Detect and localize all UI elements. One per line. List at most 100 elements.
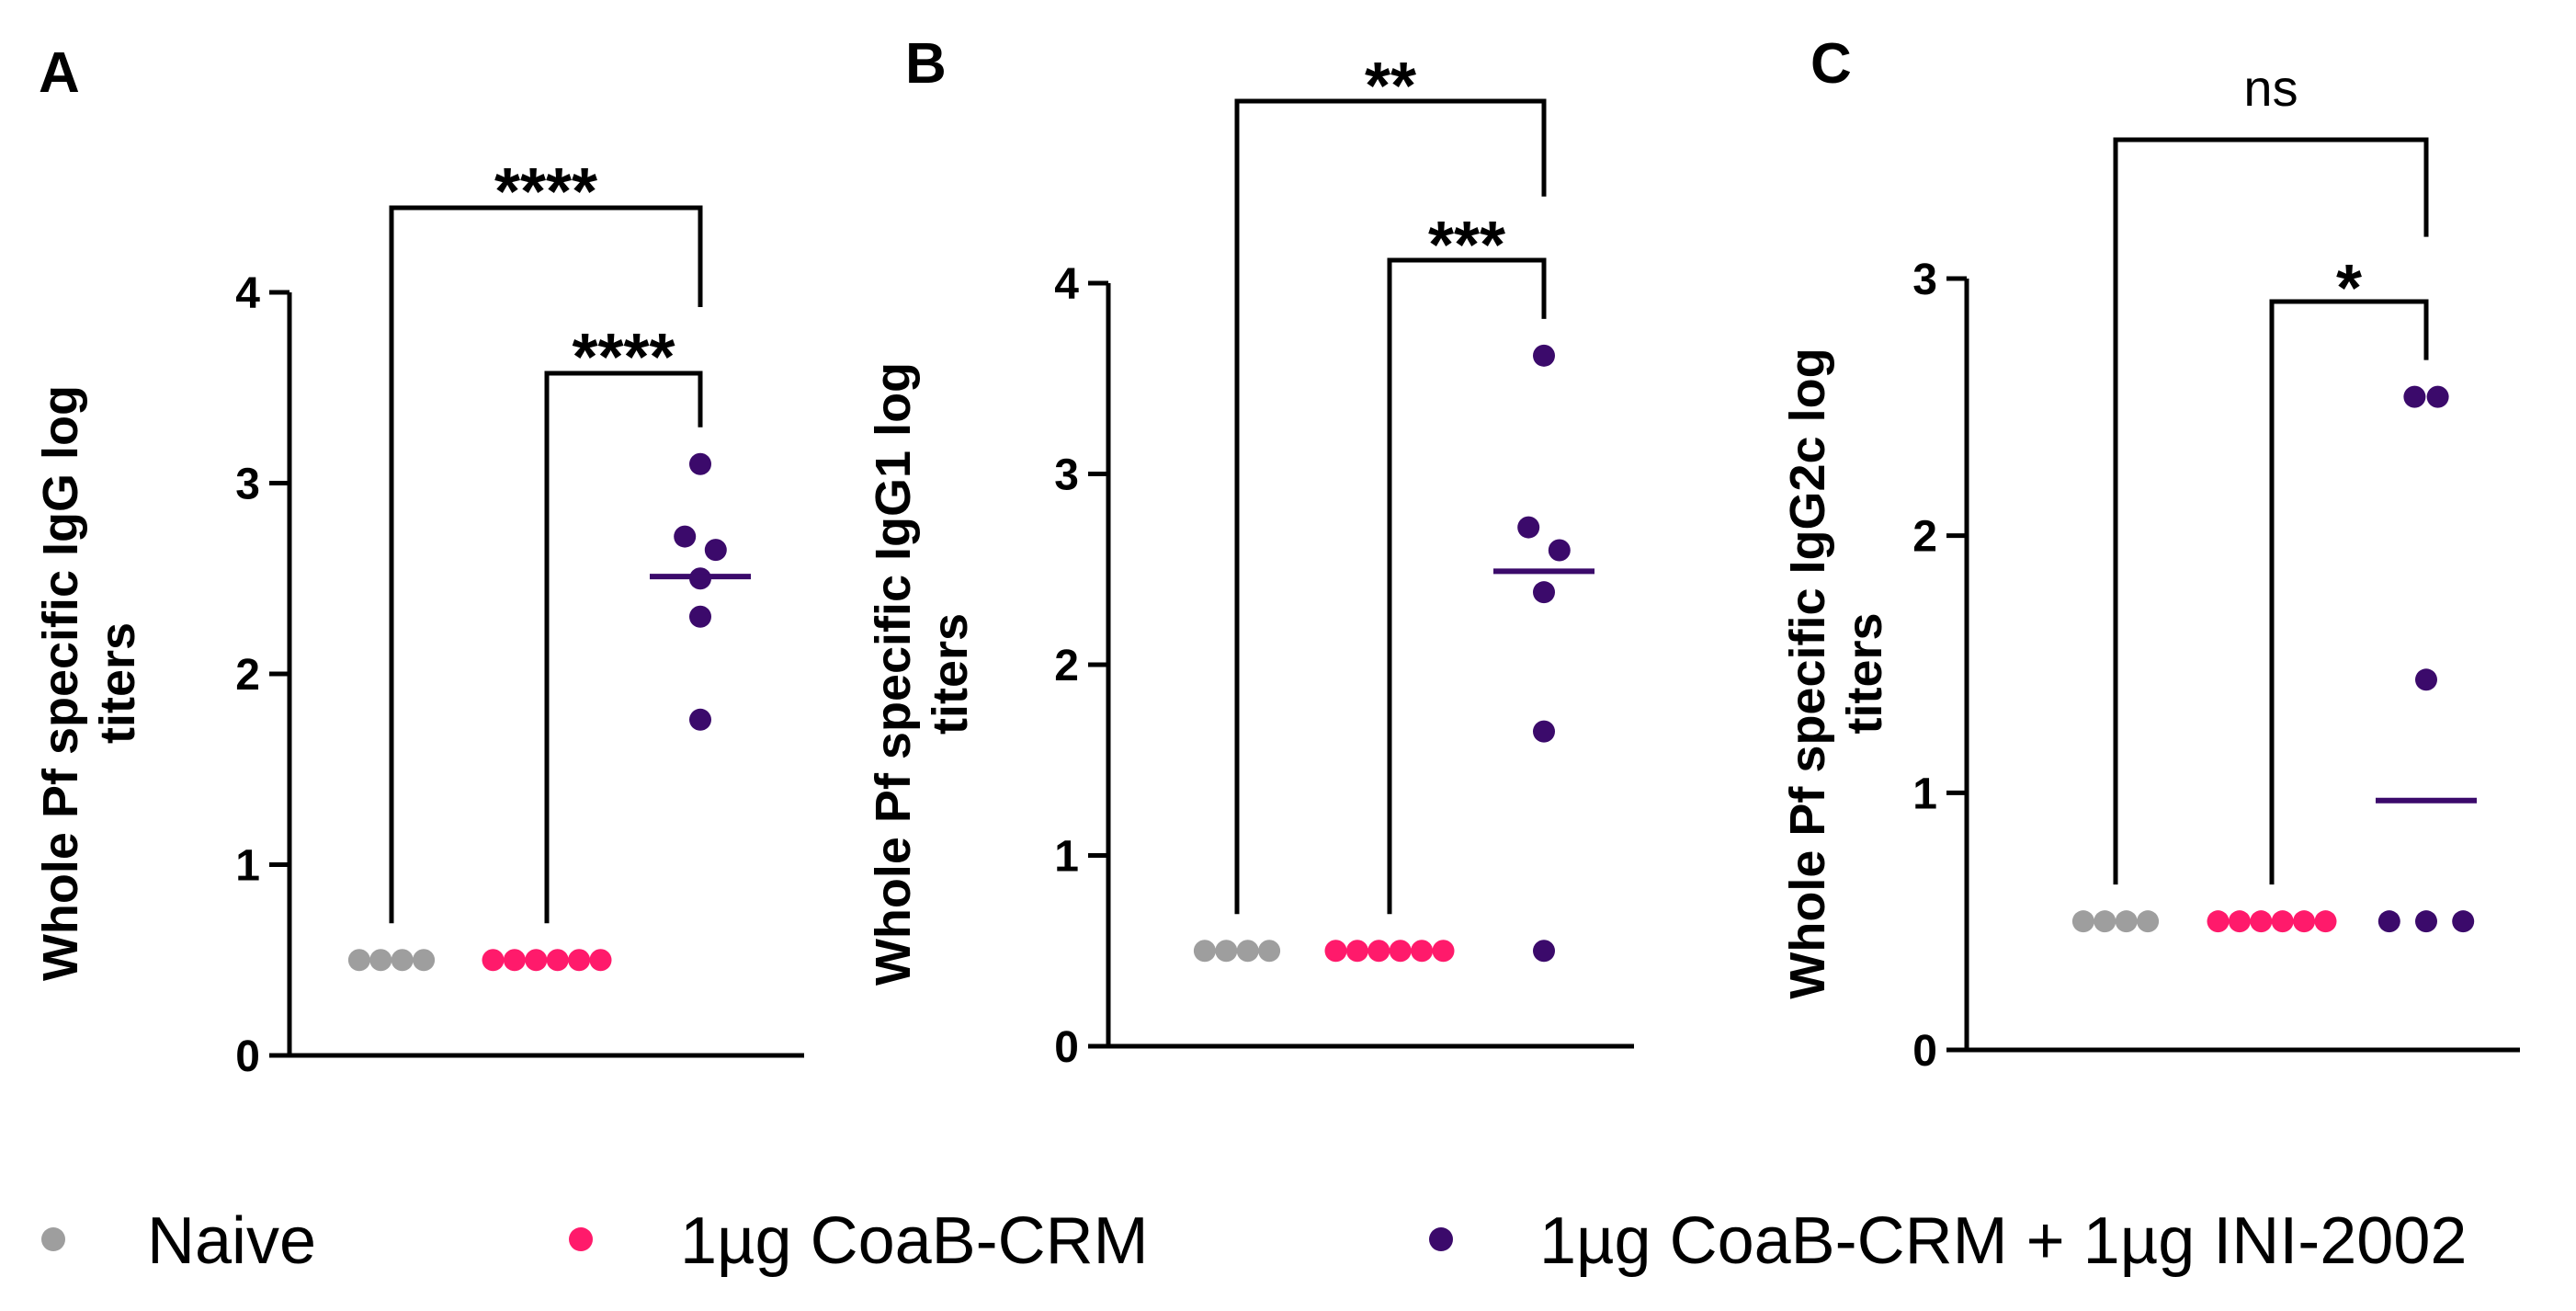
series-0 xyxy=(2071,910,2160,933)
y-tick-label: 4 xyxy=(1054,260,1079,309)
data-point xyxy=(2293,910,2316,933)
legend-item-1: 1µg CoaB-CRM xyxy=(569,1204,1149,1278)
series-0 xyxy=(1193,940,1281,963)
data-point xyxy=(2377,910,2400,933)
y-axis-title: Whole Pf specific IgG2c log titers xyxy=(1780,348,1892,998)
data-point xyxy=(1389,940,1412,963)
data-point xyxy=(674,525,697,548)
y-axis-title-line1: Whole Pf specific IgG2c log xyxy=(1780,348,1835,998)
data-point xyxy=(1517,516,1540,539)
data-point xyxy=(1432,940,1455,963)
data-point xyxy=(347,949,370,972)
data-point xyxy=(1215,940,1238,963)
data-point xyxy=(1193,940,1216,963)
significance-label: ns xyxy=(2243,59,2298,117)
legend-item-0: Naive xyxy=(41,1204,316,1278)
series-0 xyxy=(347,949,436,972)
data-point xyxy=(2094,910,2116,933)
data-point xyxy=(2115,910,2138,933)
y-tick-label: 1 xyxy=(235,842,260,891)
y-axis-title-line2: titers xyxy=(1837,612,1892,734)
data-point xyxy=(1548,539,1571,562)
data-point xyxy=(568,949,591,972)
y-axis-title-line1: Whole Pf specific IgG log xyxy=(33,385,88,981)
series-1 xyxy=(2207,910,2337,933)
y-axis-title-line2: titers xyxy=(923,613,978,735)
legend-label: 1µg CoaB-CRM xyxy=(680,1204,1149,1278)
data-point xyxy=(1533,344,1555,367)
data-point xyxy=(2228,910,2251,933)
y-tick-label: 3 xyxy=(1912,256,1937,304)
significance-label: ** xyxy=(1365,50,1416,123)
significance-bracket-1: **** xyxy=(389,155,703,924)
y-tick-label: 2 xyxy=(1054,642,1079,690)
bracket-line xyxy=(2113,137,2429,885)
data-point xyxy=(2426,385,2449,408)
bracket-line xyxy=(2269,299,2429,885)
data-point xyxy=(1367,940,1390,963)
panel-a: A Whole Pf specific IgG log titers 0 1 2 3 4 ***… xyxy=(33,41,804,1081)
data-point xyxy=(1411,940,1434,963)
legend-marker xyxy=(41,1227,65,1251)
data-point xyxy=(482,949,505,972)
panel-label: C xyxy=(1810,32,1852,96)
data-point xyxy=(1345,940,1368,963)
data-point xyxy=(689,605,711,628)
y-tick-label: 0 xyxy=(235,1032,260,1081)
y-axis-title: Whole Pf specific IgG log titers xyxy=(33,385,145,981)
y-tick-label: 1 xyxy=(1054,833,1079,882)
y-axis-title-line1: Whole Pf specific IgG1 log xyxy=(866,362,921,986)
data-point xyxy=(369,949,392,972)
y-tick-label: 2 xyxy=(1912,513,1937,562)
significance-bracket-1: ** xyxy=(1234,50,1547,915)
y-axis-title: Whole Pf specific IgG1 log titers xyxy=(866,362,978,986)
panel-label: A xyxy=(39,41,80,105)
data-point xyxy=(704,539,727,562)
data-point xyxy=(2071,910,2094,933)
significance-label: * xyxy=(2336,252,2362,325)
data-point xyxy=(2271,910,2294,933)
legend: Naive 1µg CoaB-CRM 1µg CoaB-CRM + 1µg INI-… xyxy=(41,1204,2467,1278)
data-point xyxy=(1533,581,1555,604)
data-point xyxy=(503,949,526,972)
series-2 xyxy=(1493,344,1594,963)
bracket-line xyxy=(544,370,703,924)
y-tick-label: 1 xyxy=(1912,770,1937,818)
y-axis-title-line2: titers xyxy=(90,622,145,744)
data-point xyxy=(1236,940,1259,963)
legend-marker xyxy=(569,1227,593,1251)
legend-label: 1µg CoaB-CRM + 1µg INI-2002 xyxy=(1539,1204,2467,1278)
data-point xyxy=(2415,910,2437,933)
significance-label: **** xyxy=(494,155,597,229)
bracket-line xyxy=(389,205,703,924)
bracket-line xyxy=(1387,257,1547,915)
data-point xyxy=(1258,940,1281,963)
data-point xyxy=(1324,940,1347,963)
significance-label: **** xyxy=(572,321,675,394)
data-point xyxy=(391,949,414,972)
significance-bracket-2: *** xyxy=(1387,209,1547,915)
y-tick-label: 3 xyxy=(235,461,260,509)
data-point xyxy=(1533,940,1555,963)
data-point xyxy=(2137,910,2160,933)
data-point xyxy=(2452,910,2475,933)
data-point xyxy=(2415,668,2437,691)
data-point xyxy=(546,949,569,972)
legend-label: Naive xyxy=(147,1204,316,1278)
legend-item-2: 1µg CoaB-CRM + 1µg INI-2002 xyxy=(1429,1204,2467,1278)
data-point xyxy=(2250,910,2273,933)
data-point xyxy=(413,949,436,972)
data-point xyxy=(525,949,548,972)
significance-bracket-2: **** xyxy=(544,321,703,924)
data-point xyxy=(689,452,711,475)
data-point xyxy=(2314,910,2337,933)
series-1 xyxy=(1324,940,1455,963)
data-point xyxy=(589,949,612,972)
series-1 xyxy=(482,949,612,972)
data-point xyxy=(1533,720,1555,743)
y-tick-label: 3 xyxy=(1054,451,1079,500)
series-2 xyxy=(2376,385,2477,933)
y-tick-label: 4 xyxy=(235,269,260,318)
